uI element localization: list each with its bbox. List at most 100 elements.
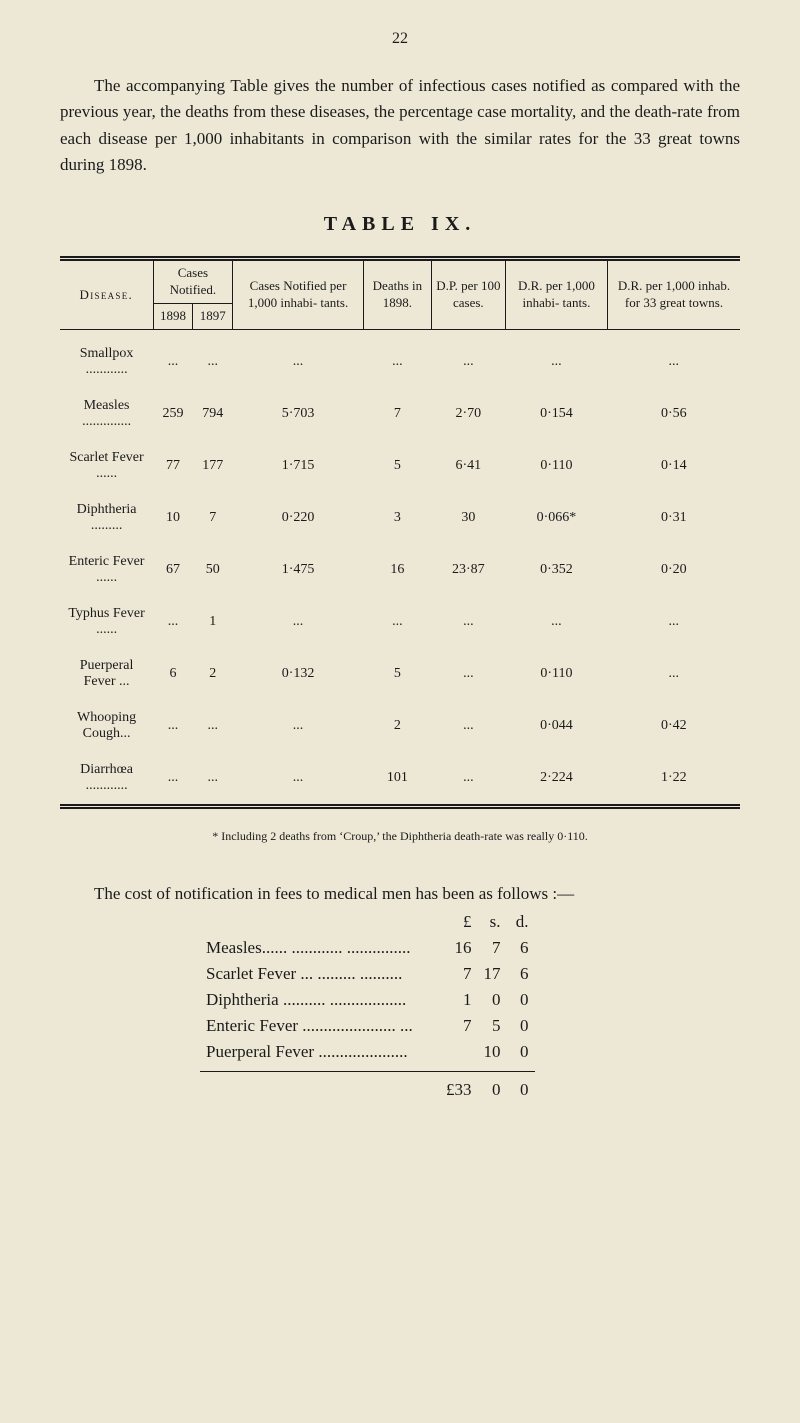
data-cell: 1·22	[608, 752, 740, 807]
data-cell: 0·14	[608, 440, 740, 492]
data-cell: 2·70	[431, 388, 505, 440]
cost-s: 0	[478, 987, 507, 1013]
cost-table: £ s. d. Measles...... ............ .....…	[200, 909, 535, 1103]
data-cell: 1·715	[233, 440, 364, 492]
data-cell: 0·31	[608, 492, 740, 544]
header-dr: D.R. per 1,000 inhabi- tants.	[505, 259, 607, 330]
cost-s: 5	[478, 1013, 507, 1039]
table-row: Diphtheria ......... 10 7 0·220 3 30 0·0…	[60, 492, 740, 544]
total-l: £33	[440, 1071, 478, 1103]
empty-cell	[200, 909, 440, 935]
cost-l	[440, 1039, 478, 1065]
disease-cell: Enteric Fever ......	[60, 544, 153, 596]
data-cell: 1·475	[233, 544, 364, 596]
data-cell: ...	[153, 596, 193, 648]
data-cell: 794	[193, 388, 233, 440]
header-1897: 1897	[193, 304, 233, 330]
cost-d: 6	[507, 961, 535, 987]
data-cell: ...	[153, 752, 193, 807]
disease-cell: Puerperal Fever ...	[60, 648, 153, 700]
data-cell: 0·154	[505, 388, 607, 440]
table-row: Puerperal Fever ... 6 2 0·132 5 ... 0·11…	[60, 648, 740, 700]
data-cell: ...	[431, 596, 505, 648]
lsd-header-row: £ s. d.	[200, 909, 535, 935]
data-cell: 177	[193, 440, 233, 492]
cost-l: 16	[440, 935, 478, 961]
lsd-d-header: d.	[507, 909, 535, 935]
header-deaths: Deaths in 1898.	[363, 259, 431, 330]
cost-l: 1	[440, 987, 478, 1013]
data-cell: ...	[608, 648, 740, 700]
table-row: Whooping Cough... ... ... ... 2 ... 0·04…	[60, 700, 740, 752]
data-cell: ...	[431, 330, 505, 389]
header-cases-notified: Cases Notified.	[153, 259, 233, 304]
disease-cell: Scarlet Fever ......	[60, 440, 153, 492]
data-cell: 0·20	[608, 544, 740, 596]
header-cases-per-1000: Cases Notified per 1,000 inhabi- tants.	[233, 259, 364, 330]
data-cell: ...	[431, 648, 505, 700]
lsd-l-header: £	[440, 909, 478, 935]
data-cell: 3	[363, 492, 431, 544]
header-disease: Disease.	[60, 259, 153, 330]
cost-row: Enteric Fever ...................... ...…	[200, 1013, 535, 1039]
cost-label: Measles...... ............ .............…	[200, 935, 440, 961]
data-cell: 50	[193, 544, 233, 596]
disease-cell: Typhus Fever ......	[60, 596, 153, 648]
data-cell: ...	[363, 330, 431, 389]
data-cell: ...	[233, 330, 364, 389]
data-cell: 67	[153, 544, 193, 596]
cost-d: 0	[507, 1039, 535, 1065]
cost-row: Diphtheria .......... ..................…	[200, 987, 535, 1013]
table-row: Diarrhœa ............ ... ... ... 101 ..…	[60, 752, 740, 807]
data-cell: ...	[363, 596, 431, 648]
data-cell: 0·352	[505, 544, 607, 596]
header-1898: 1898	[153, 304, 193, 330]
data-cell: ...	[505, 330, 607, 389]
cost-l: 7	[440, 1013, 478, 1039]
table-row: Smallpox ............ ... ... ... ... ..…	[60, 330, 740, 389]
cost-label: Scarlet Fever ... ......... ..........	[200, 961, 440, 987]
data-cell: 16	[363, 544, 431, 596]
header-dp: D.P. per 100 cases.	[431, 259, 505, 330]
table-row: Scarlet Fever ...... 77 177 1·715 5 6·41…	[60, 440, 740, 492]
total-label	[200, 1071, 440, 1103]
data-cell: 0·044	[505, 700, 607, 752]
data-cell: ...	[153, 330, 193, 389]
data-cell: 2	[363, 700, 431, 752]
data-cell: 0·110	[505, 440, 607, 492]
cost-row: Measles...... ............ .............…	[200, 935, 535, 961]
footnote: * Including 2 deaths from ‘Croup,’ the D…	[60, 829, 740, 844]
disease-cell: Measles ..............	[60, 388, 153, 440]
cost-d: 6	[507, 935, 535, 961]
cost-s: 7	[478, 935, 507, 961]
data-cell: 7	[363, 388, 431, 440]
data-cell: 5	[363, 440, 431, 492]
data-cell: ...	[233, 596, 364, 648]
table-body: Smallpox ............ ... ... ... ... ..…	[60, 330, 740, 807]
data-cell: ...	[505, 596, 607, 648]
cost-l: 7	[440, 961, 478, 987]
data-cell: 0·132	[233, 648, 364, 700]
data-cell: 0·110	[505, 648, 607, 700]
data-cell: ...	[608, 596, 740, 648]
data-cell: 6·41	[431, 440, 505, 492]
cost-d: 0	[507, 1013, 535, 1039]
cost-label: Puerperal Fever .....................	[200, 1039, 440, 1065]
data-cell: 23·87	[431, 544, 505, 596]
data-cell: ...	[233, 700, 364, 752]
data-cell: 6	[153, 648, 193, 700]
data-cell: ...	[431, 700, 505, 752]
cost-intro: The cost of notification in fees to medi…	[60, 884, 740, 904]
cost-s: 17	[478, 961, 507, 987]
table-row: Measles .............. 259 794 5·703 7 2…	[60, 388, 740, 440]
data-cell: ...	[608, 330, 740, 389]
disease-cell: Smallpox ............	[60, 330, 153, 389]
disease-table: Disease. Cases Notified. Cases Notified …	[60, 256, 740, 809]
data-cell: ...	[153, 700, 193, 752]
disease-cell: Diphtheria .........	[60, 492, 153, 544]
data-cell: 30	[431, 492, 505, 544]
data-cell: 5·703	[233, 388, 364, 440]
data-cell: 259	[153, 388, 193, 440]
cost-row: Scarlet Fever ... ......... .......... 7…	[200, 961, 535, 987]
lsd-s-header: s.	[478, 909, 507, 935]
